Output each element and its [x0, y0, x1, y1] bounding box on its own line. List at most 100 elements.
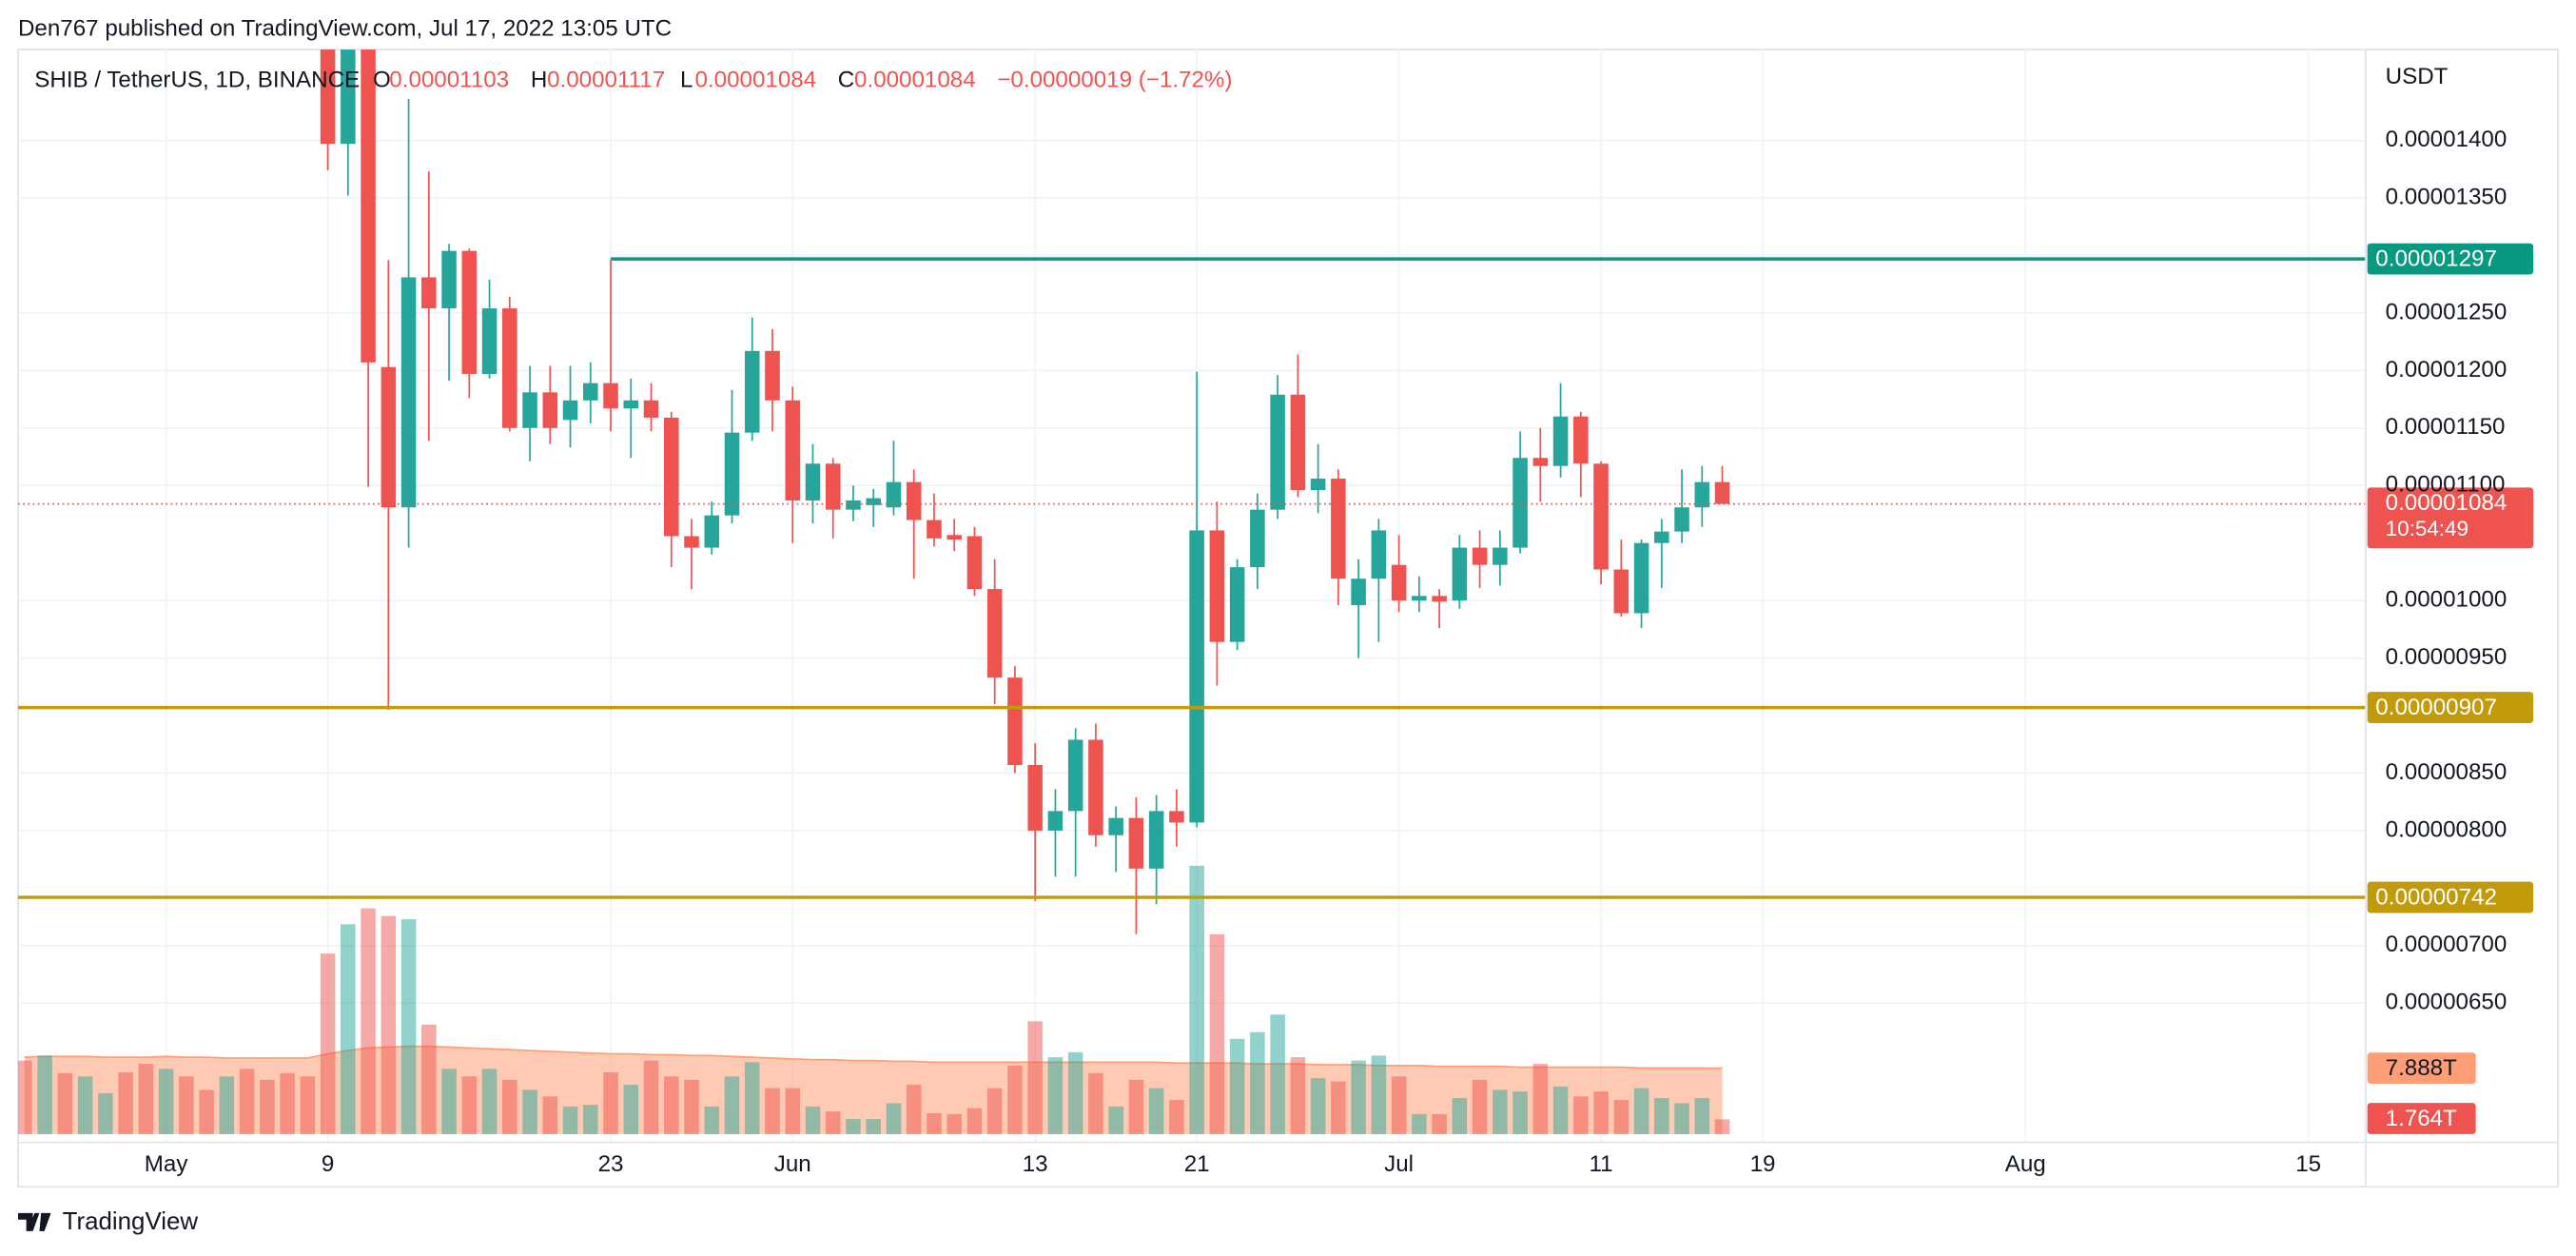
volume-bar	[1412, 1113, 1427, 1134]
volume-bar	[1493, 1089, 1508, 1134]
volume-bar	[1310, 1078, 1326, 1134]
candle-body	[906, 481, 922, 520]
candle-body	[562, 400, 578, 421]
candle-body	[785, 400, 801, 500]
y-tick-label: 0.00000950	[2386, 644, 2508, 670]
candle-body	[481, 308, 498, 374]
candle-body	[421, 277, 437, 309]
y-tick-label: 0.00001400	[2386, 127, 2508, 152]
candle-body	[522, 392, 537, 428]
footer: TradingView	[17, 1208, 198, 1235]
candle-body	[1452, 547, 1468, 601]
candle-body	[461, 250, 478, 374]
volume-bar	[765, 1088, 780, 1134]
chart-frame	[17, 49, 2559, 1188]
volume-ma-label: 7.888T	[2386, 1055, 2457, 1081]
volume-bar	[481, 1069, 498, 1134]
candle-body	[1593, 463, 1609, 570]
volume-bar	[1169, 1099, 1184, 1134]
candle-body	[1331, 479, 1346, 579]
candle-body	[1573, 416, 1589, 464]
level-label-box	[2367, 692, 2534, 723]
currency-label: USDT	[2386, 64, 2449, 89]
candle-body	[1493, 547, 1508, 565]
y-tick-label: 0.00001350	[2386, 184, 2508, 209]
high-label: H	[531, 67, 547, 92]
volume-bar	[946, 1113, 962, 1134]
volume-bar	[118, 1071, 133, 1134]
volume-bar	[583, 1105, 598, 1134]
volume-bar	[361, 908, 376, 1134]
volume-bar	[1088, 1072, 1103, 1134]
y-tick-label: 0.00001250	[2386, 299, 2508, 324]
volume-bar	[846, 1119, 861, 1134]
x-tick-label: 11	[1590, 1151, 1613, 1177]
candle-body	[1633, 542, 1649, 614]
candle-body	[704, 515, 720, 548]
volume-bar	[562, 1106, 578, 1134]
y-tick-label: 0.00001200	[2386, 357, 2508, 383]
x-tick-label: 9	[322, 1151, 334, 1177]
y-tick-label: 0.00001100	[2386, 472, 2506, 498]
candle-body	[927, 520, 942, 539]
volume-bar	[1694, 1098, 1710, 1134]
x-tick-label: Aug	[2005, 1151, 2046, 1177]
volume-bar	[1331, 1081, 1346, 1134]
candle-body	[1472, 547, 1488, 565]
candle-body	[966, 536, 983, 590]
brand-logo	[17, 1212, 51, 1231]
volume-bar	[1229, 1038, 1245, 1134]
publish-header: Den767 published on TradingView.com, Jul…	[18, 16, 672, 42]
volume-bar	[542, 1096, 558, 1134]
volume-bar	[1067, 1051, 1083, 1134]
x-tick-label: 19	[1750, 1151, 1776, 1177]
volume-bar	[219, 1076, 235, 1134]
candle-body	[1209, 530, 1225, 642]
volume-bar	[1532, 1064, 1549, 1134]
candle-body	[825, 463, 841, 510]
candle-body	[1613, 569, 1630, 614]
y-tick-label: 0.00001150	[2386, 414, 2506, 440]
volume-bar	[381, 915, 397, 1134]
volume-bar	[199, 1089, 214, 1134]
y-tick-label: 0.00000800	[2386, 816, 2508, 842]
candle-body	[1067, 739, 1083, 812]
candle-body	[542, 392, 558, 428]
volume-bar	[1351, 1060, 1366, 1134]
volume-bar	[1633, 1088, 1649, 1134]
volume-bar	[400, 919, 417, 1134]
candle-body	[643, 400, 659, 418]
volume-bar	[825, 1111, 841, 1134]
volume-bar	[260, 1079, 275, 1134]
volume-bar	[138, 1064, 154, 1134]
symbol: SHIB / TetherUS, 1D, BINANCE	[34, 67, 360, 92]
volume-bar	[785, 1088, 801, 1134]
volume-bar	[341, 924, 356, 1134]
volume-bar	[1128, 1079, 1144, 1134]
candle-body	[886, 481, 902, 508]
open-value: 0.00001103	[389, 67, 509, 92]
candle-body	[1088, 739, 1103, 835]
volume-bar	[966, 1108, 983, 1134]
x-tick-label: May	[145, 1151, 189, 1177]
volume-bar	[704, 1106, 720, 1134]
volume-bar	[1148, 1088, 1164, 1134]
candle-body	[1007, 677, 1023, 766]
volume-bar	[1654, 1098, 1669, 1134]
volume-bar	[724, 1076, 740, 1134]
volume-bar	[1452, 1098, 1468, 1134]
volume-bar	[522, 1089, 537, 1134]
candle-body	[441, 250, 457, 309]
candle-body	[1694, 481, 1710, 508]
volume-bar	[1593, 1091, 1609, 1134]
x-tick-label: 15	[2295, 1151, 2321, 1177]
volume-bar	[1472, 1079, 1488, 1134]
volume-bar	[421, 1024, 437, 1134]
candle-body	[1250, 509, 1265, 568]
volume-bar	[1189, 865, 1204, 1134]
candle-body	[1432, 596, 1447, 602]
volume-bar	[502, 1079, 517, 1134]
volume-label: 1.764T	[2386, 1106, 2457, 1131]
candle-body	[1714, 481, 1730, 504]
